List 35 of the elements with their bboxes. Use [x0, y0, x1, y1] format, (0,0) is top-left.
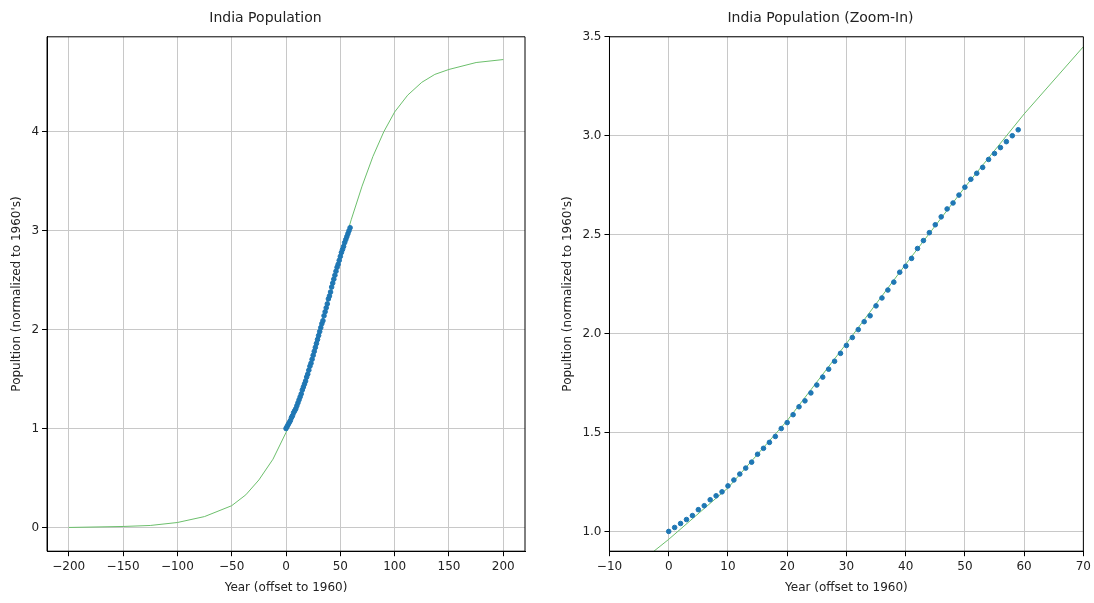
x-axis-title: Year (offset to 1960) [223, 579, 348, 594]
x-tick-label: 70 [1075, 558, 1092, 573]
y-tick-label: 2 [31, 321, 40, 336]
y-tick-label: 0 [31, 519, 40, 534]
y-tick-label: 1.5 [582, 424, 602, 439]
x-tick-label: −10 [596, 558, 623, 573]
y-tick-label: 3 [31, 222, 40, 237]
y-axis-title: Popultion (normalized to 1960's) [9, 196, 24, 392]
x-tick-label: 20 [779, 558, 795, 573]
x-tick-label: −100 [160, 558, 194, 573]
x-tick-label: 10 [720, 558, 736, 573]
y-tick-label: 3.5 [582, 28, 602, 43]
x-tick-label: 100 [383, 558, 407, 573]
x-tick-label: 50 [957, 558, 973, 573]
x-tick-label: −50 [219, 558, 245, 573]
x-tick-label: 40 [898, 558, 914, 573]
y-tick-label: 1.0 [582, 523, 602, 538]
x-tick-label: 50 [332, 558, 348, 573]
x-tick-label: 150 [437, 558, 461, 573]
y-tick-label: 2.5 [582, 226, 602, 241]
y-tick-label: 1 [31, 420, 40, 435]
chart-title: India Population [209, 9, 322, 26]
x-axis-title: Year (offset to 1960) [784, 579, 908, 594]
x-tick-label: 0 [664, 558, 673, 573]
x-tick-label: −150 [106, 558, 140, 573]
x-tick-label: 0 [282, 558, 290, 573]
x-tick-label: 200 [491, 558, 515, 573]
x-tick-label: −200 [52, 558, 86, 573]
y-tick-label: 2.0 [582, 325, 602, 340]
x-tick-label: 60 [1016, 558, 1032, 573]
y-tick-label: 3.0 [582, 127, 602, 142]
y-tick-label: 4 [31, 123, 40, 138]
chart-title: India Population (Zoom-In) [727, 9, 914, 26]
x-tick-label: 30 [838, 558, 855, 573]
y-axis-title: Popultion (normalized to 1960's) [560, 196, 575, 392]
